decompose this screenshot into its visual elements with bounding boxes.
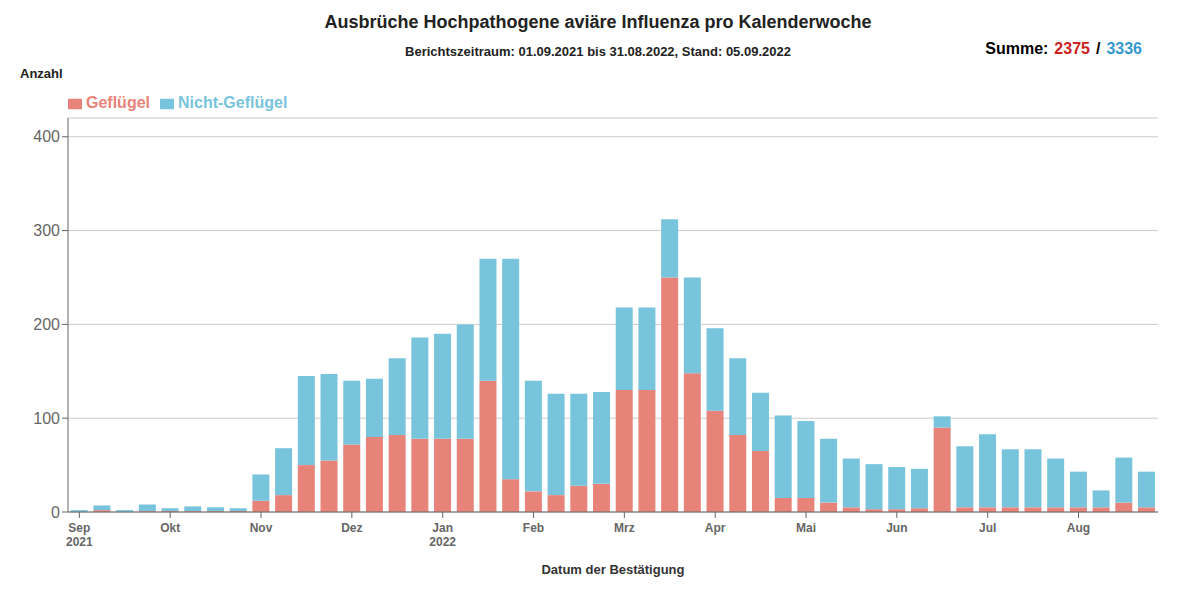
svg-text:Jan2022: Jan2022 xyxy=(429,521,456,549)
svg-text:Aug: Aug xyxy=(1067,521,1090,535)
svg-text:Mai: Mai xyxy=(796,521,816,535)
html-text:Ausbrüche Hochpathogene aviäre: Ausbrüche Hochpathogene aviäre Influenza… xyxy=(324,12,872,32)
svg-text:Datum der Bestätigung: Datum der Bestätigung xyxy=(541,562,684,577)
svg-text:Okt: Okt xyxy=(160,521,180,535)
svg-text:300: 300 xyxy=(33,222,60,239)
html-text:Summe: 2375: Summe: 2375 xyxy=(985,40,1090,57)
svg-text:100: 100 xyxy=(33,410,60,427)
html-text:/ 3336: / 3336 xyxy=(1096,40,1142,57)
svg-text:Apr: Apr xyxy=(705,521,726,535)
html-text:Geflügel: Geflügel xyxy=(86,94,150,111)
svg-text:Feb: Feb xyxy=(523,521,544,535)
html-text:Anzahl: Anzahl xyxy=(20,66,63,81)
svg-text:Jul: Jul xyxy=(979,521,996,535)
svg-text:Dez: Dez xyxy=(341,521,362,535)
svg-text:Mrz: Mrz xyxy=(614,521,635,535)
svg-text:Sep2021: Sep2021 xyxy=(66,521,93,549)
svg-text:0: 0 xyxy=(51,504,60,521)
svg-text:Jun: Jun xyxy=(886,521,907,535)
html-text:Nicht-Geflügel: Nicht-Geflügel xyxy=(178,94,288,111)
svg-text:400: 400 xyxy=(33,128,60,145)
svg-text:Nov: Nov xyxy=(250,521,273,535)
html-text:Berichtszeitraum: 01.09.2021 b: Berichtszeitraum: 01.09.2021 bis 31.08.2… xyxy=(405,44,791,59)
svg-text:200: 200 xyxy=(33,316,60,333)
